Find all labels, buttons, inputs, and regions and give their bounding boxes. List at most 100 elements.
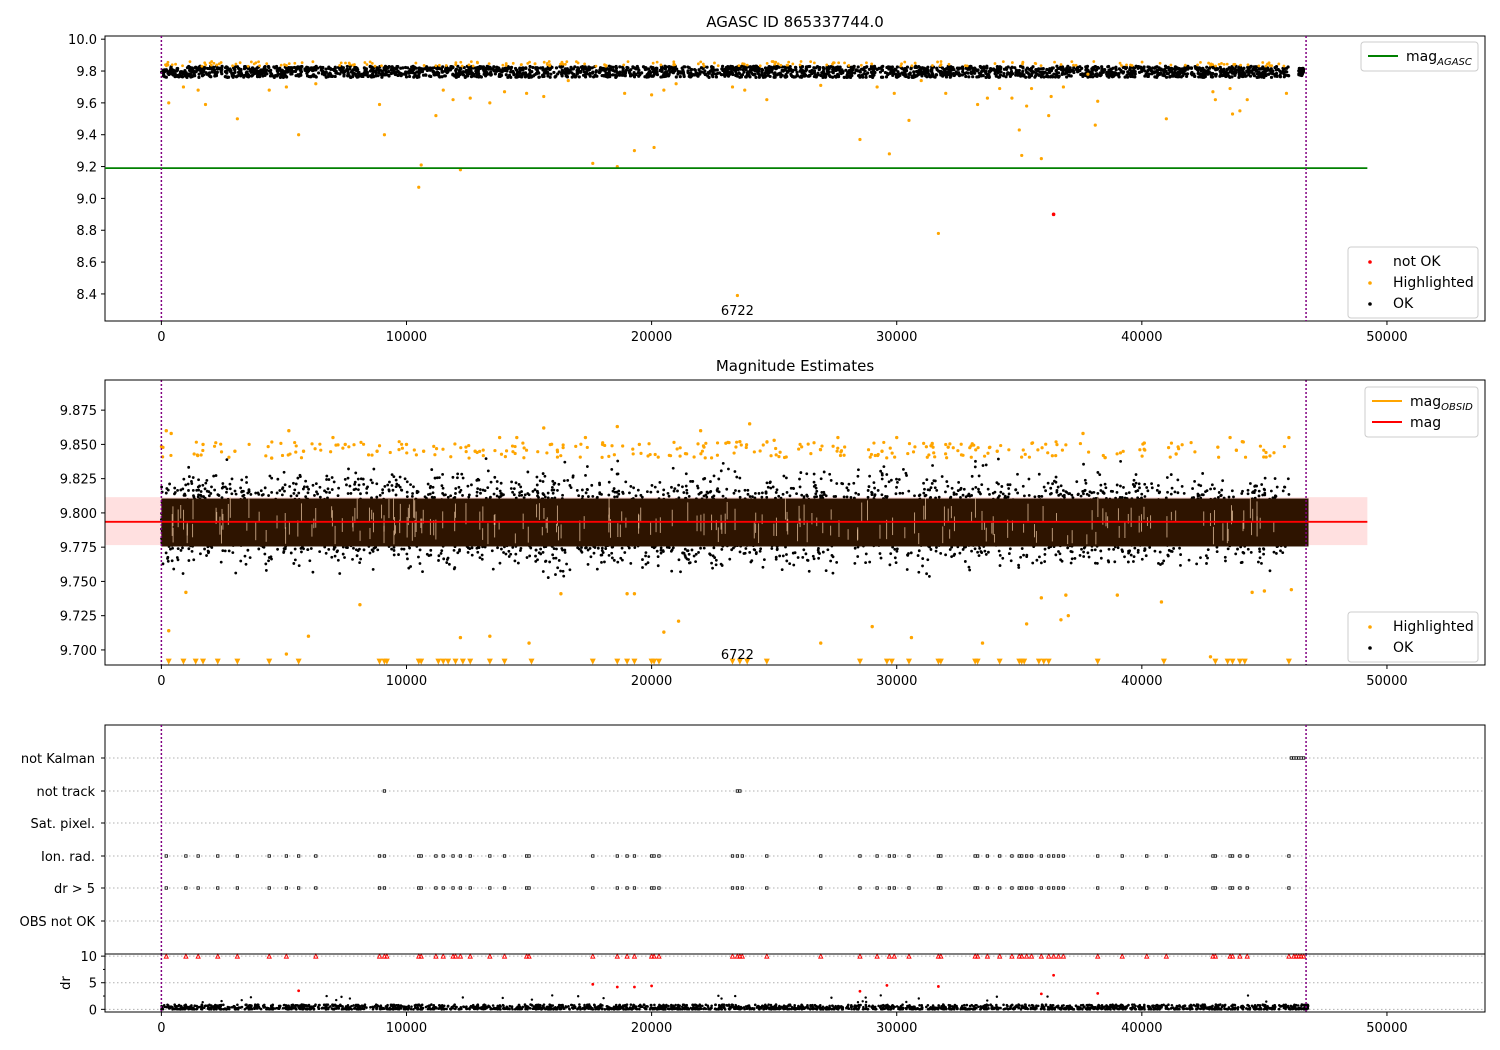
ok-point	[331, 67, 335, 72]
highlighted-point	[655, 60, 659, 64]
ok-point	[498, 489, 502, 493]
ok-point	[714, 75, 719, 79]
ok-point	[979, 72, 983, 77]
ok-point	[192, 70, 196, 74]
ok-point	[696, 484, 699, 488]
highlighted-point	[858, 137, 862, 142]
legend-label-text: not OK	[1393, 254, 1441, 270]
ok-point	[193, 74, 197, 78]
ok-point	[869, 66, 873, 71]
ok-point	[293, 547, 297, 551]
ok-point	[490, 549, 494, 553]
x-tick-label: 50000	[1366, 330, 1407, 345]
ok-point	[891, 73, 895, 77]
ok-point	[835, 560, 839, 564]
ok-point	[705, 65, 709, 69]
highlighted-point	[165, 62, 169, 66]
highlighted-point	[297, 133, 301, 137]
ok-point	[1084, 481, 1088, 485]
ok-point	[802, 548, 806, 552]
highlighted-point	[745, 63, 749, 67]
ok-point	[1213, 487, 1216, 491]
highlighted-point	[1213, 98, 1217, 102]
ok-point	[552, 70, 556, 75]
ok-point	[997, 549, 1001, 553]
ok-point	[443, 74, 447, 78]
highlighted-point	[809, 60, 813, 64]
highlighted-point	[1211, 90, 1215, 94]
ok-point	[601, 74, 606, 78]
ok-point	[926, 71, 930, 75]
ok-point	[1269, 75, 1274, 79]
ok-point	[1030, 69, 1034, 73]
ok-point	[591, 70, 595, 74]
ok-point	[821, 550, 825, 554]
ok-point	[604, 74, 609, 78]
ok-point	[1200, 66, 1204, 71]
ok-point	[263, 552, 267, 556]
ok-point	[458, 68, 462, 72]
ok-point	[231, 71, 235, 76]
ok-point	[903, 74, 907, 78]
highlighted-point	[1025, 104, 1029, 108]
ok-point	[1300, 66, 1304, 71]
ok-point	[480, 557, 484, 561]
highlighted-point	[798, 63, 802, 67]
ok-point	[863, 69, 867, 73]
ok-point	[577, 494, 581, 498]
x-tick-label: 0	[157, 330, 165, 345]
ok-point	[782, 474, 786, 478]
ok-point	[649, 65, 653, 69]
y-tick-label: 9.2	[76, 161, 97, 176]
highlighted-point	[771, 60, 775, 63]
ok-point	[880, 68, 884, 72]
ok-point	[1013, 66, 1017, 70]
ok-point	[652, 73, 656, 77]
highlighted-point	[843, 61, 846, 65]
highlighted-point	[441, 88, 445, 92]
ok-point	[995, 65, 999, 69]
ok-point	[921, 557, 925, 560]
ok-point	[454, 487, 458, 490]
ok-point	[734, 68, 738, 72]
ok-point	[930, 68, 934, 72]
ok-point	[504, 73, 508, 77]
ok-point	[629, 561, 633, 565]
ok-point	[565, 562, 568, 566]
highlighted-point	[1092, 60, 1096, 63]
ok-point	[1278, 73, 1282, 77]
ok-point	[1250, 69, 1254, 73]
highlighted-point	[1245, 98, 1249, 102]
y-tick-label: 8.4	[76, 288, 97, 303]
ok-point	[583, 75, 588, 79]
highlighted-point	[344, 61, 347, 65]
ok-point	[493, 475, 497, 479]
ok-point	[887, 480, 891, 484]
ok-point	[290, 72, 294, 76]
ok-point	[440, 70, 445, 74]
highlighted-point	[1118, 61, 1122, 65]
ok-point	[987, 74, 991, 78]
ok-point	[1073, 557, 1077, 560]
highlighted-point	[459, 60, 463, 64]
ok-point	[1197, 75, 1201, 79]
highlighted-point	[444, 64, 448, 67]
ok-point	[905, 65, 910, 69]
ok-point	[398, 72, 402, 77]
highlighted-point	[167, 101, 171, 105]
ok-point	[885, 71, 889, 75]
highlighted-point	[626, 60, 630, 64]
highlighted-point	[875, 85, 879, 89]
ok-point	[987, 550, 990, 554]
ok-point	[1193, 74, 1197, 78]
ok-point	[519, 75, 524, 79]
highlighted-point	[1049, 94, 1053, 99]
ok-point	[771, 485, 775, 489]
ok-point	[857, 73, 862, 78]
ok-point	[1004, 67, 1009, 72]
ok-point	[1004, 75, 1008, 79]
ok-point	[573, 65, 577, 69]
ok-point	[975, 69, 979, 73]
ok-point	[207, 494, 211, 498]
